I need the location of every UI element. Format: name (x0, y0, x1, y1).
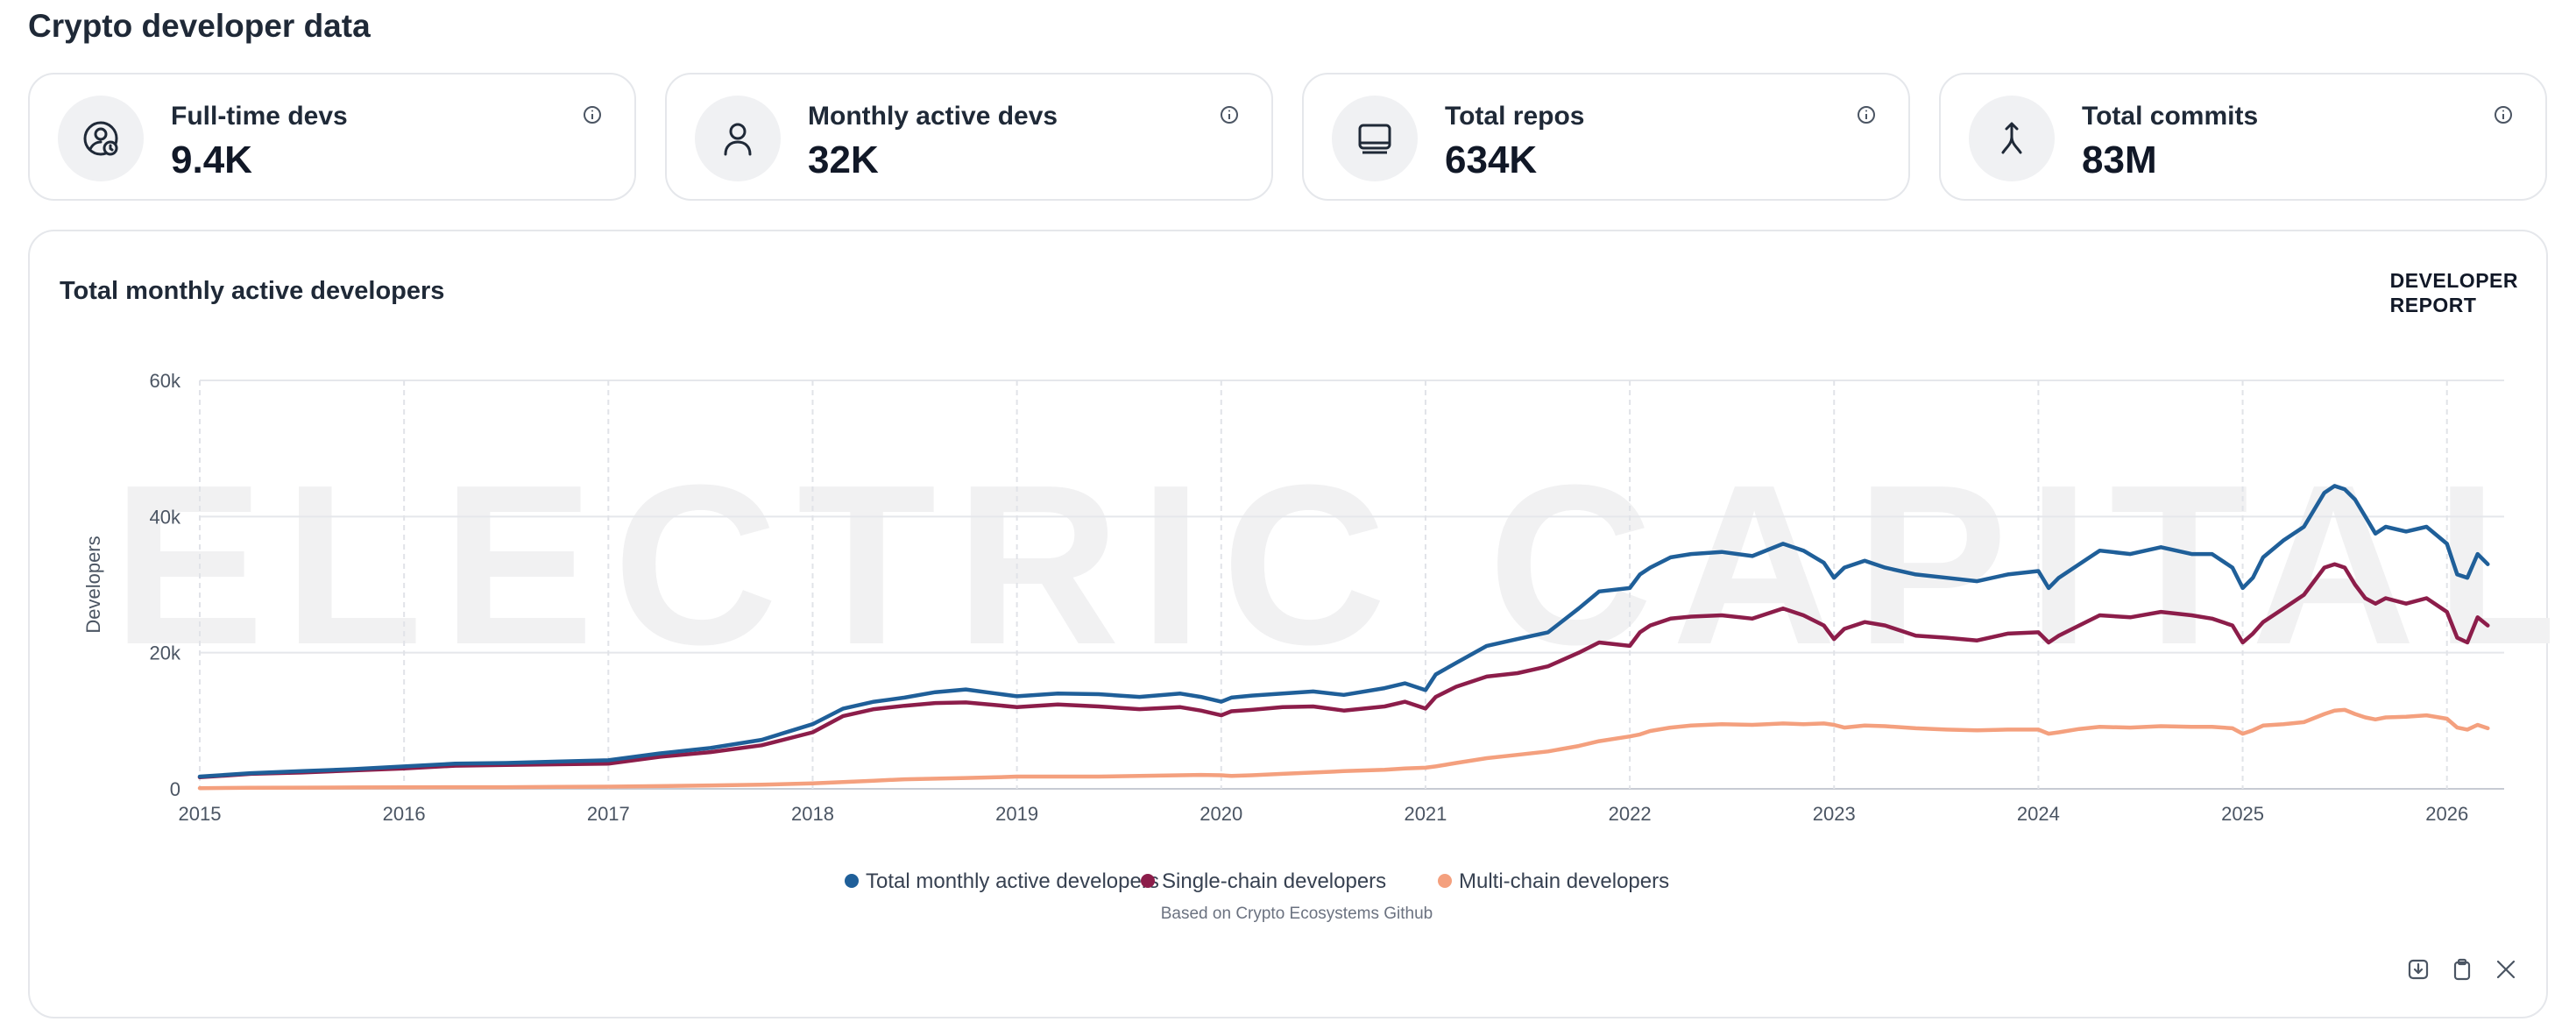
x-tick-label: 2020 (1200, 803, 1242, 825)
developer-report-link[interactable]: DEVELOPER REPORT (2390, 268, 2518, 317)
stat-card-monthly-active-devs: Monthly active devs 32K (665, 73, 1273, 201)
stat-card-total-repos: Total repos 634K (1302, 73, 1910, 201)
legend-item-multi-chain[interactable]: Multi-chain developers (1459, 869, 1669, 893)
x-tick-label: 2026 (2425, 803, 2468, 825)
legend-item-single-chain[interactable]: Single-chain developers (1162, 869, 1386, 893)
stat-value: 634K (1445, 138, 1538, 181)
y-tick-label: 60k (150, 370, 181, 392)
x-logo-icon[interactable] (2494, 957, 2518, 982)
line-chart: ELECTRIC CAPITAL 0 20k 40k 60k 2015 2016 2017 20… (82, 370, 2550, 923)
x-tick-label: 2015 (179, 803, 222, 825)
x-tick-label: 2024 (2017, 803, 2060, 825)
series-line-single-chain (197, 562, 2490, 780)
y-tick-label: 0 (170, 778, 180, 800)
stat-value: 9.4K (171, 138, 252, 181)
info-icon[interactable] (1856, 104, 1877, 125)
info-icon[interactable] (1219, 104, 1240, 125)
stat-label: Total repos (1445, 102, 1585, 131)
y-tick-label: 20k (150, 642, 181, 664)
report-line-2: REPORT (2389, 294, 2477, 316)
stat-card-full-time-devs: Full-time devs 9.4K (28, 73, 636, 201)
stat-label: Monthly active devs (808, 102, 1058, 131)
chart-actions (2406, 957, 2518, 982)
x-tick-label: 2025 (2221, 803, 2264, 825)
stat-card-total-commits: Total commits 83M (1939, 73, 2547, 201)
page-title: Crypto developer data (28, 8, 371, 44)
source-note: Based on Crypto Ecosystems Github (1161, 905, 1433, 923)
y-tick-label: 40k (150, 506, 181, 528)
series-line-total (197, 484, 2490, 779)
y-axis-label: Developers (82, 536, 104, 633)
legend-item-total[interactable]: Total monthly active developers (866, 869, 1159, 893)
stat-value: 83M (2082, 138, 2157, 181)
x-tick-label: 2023 (1813, 803, 1856, 825)
legend-marker[interactable] (1438, 874, 1452, 888)
laptop-icon (1332, 96, 1418, 181)
stat-value: 32K (808, 138, 879, 181)
report-line-1: DEVELOPER (2389, 269, 2518, 292)
series-line-multi-chain (197, 707, 2490, 791)
x-tick-label: 2016 (383, 803, 426, 825)
x-tick-label: 2022 (1609, 803, 1652, 825)
x-tick-label: 2019 (995, 803, 1038, 825)
legend-marker[interactable] (1141, 874, 1155, 888)
clipboard-icon[interactable] (2450, 957, 2474, 982)
user-icon (695, 96, 781, 181)
download-icon[interactable] (2406, 957, 2431, 982)
stat-label: Full-time devs (171, 102, 348, 131)
info-icon[interactable] (2493, 104, 2514, 125)
x-tick-label: 2017 (587, 803, 630, 825)
chart-title: Total monthly active developers (60, 277, 445, 305)
info-icon[interactable] (582, 104, 603, 125)
merge-arrow-icon (1969, 96, 2055, 181)
x-tick-label: 2021 (1404, 803, 1447, 825)
x-tick-label: 2018 (791, 803, 834, 825)
stat-label: Total commits (2082, 102, 2259, 131)
user-clock-icon (58, 96, 144, 181)
chart-card: ELECTRIC CAPITAL 0 20k 40k 60k 2015 2016 2017 20… (28, 230, 2550, 1018)
watermark: ELECTRIC CAPITAL (112, 438, 2550, 692)
legend-marker[interactable] (845, 874, 859, 888)
